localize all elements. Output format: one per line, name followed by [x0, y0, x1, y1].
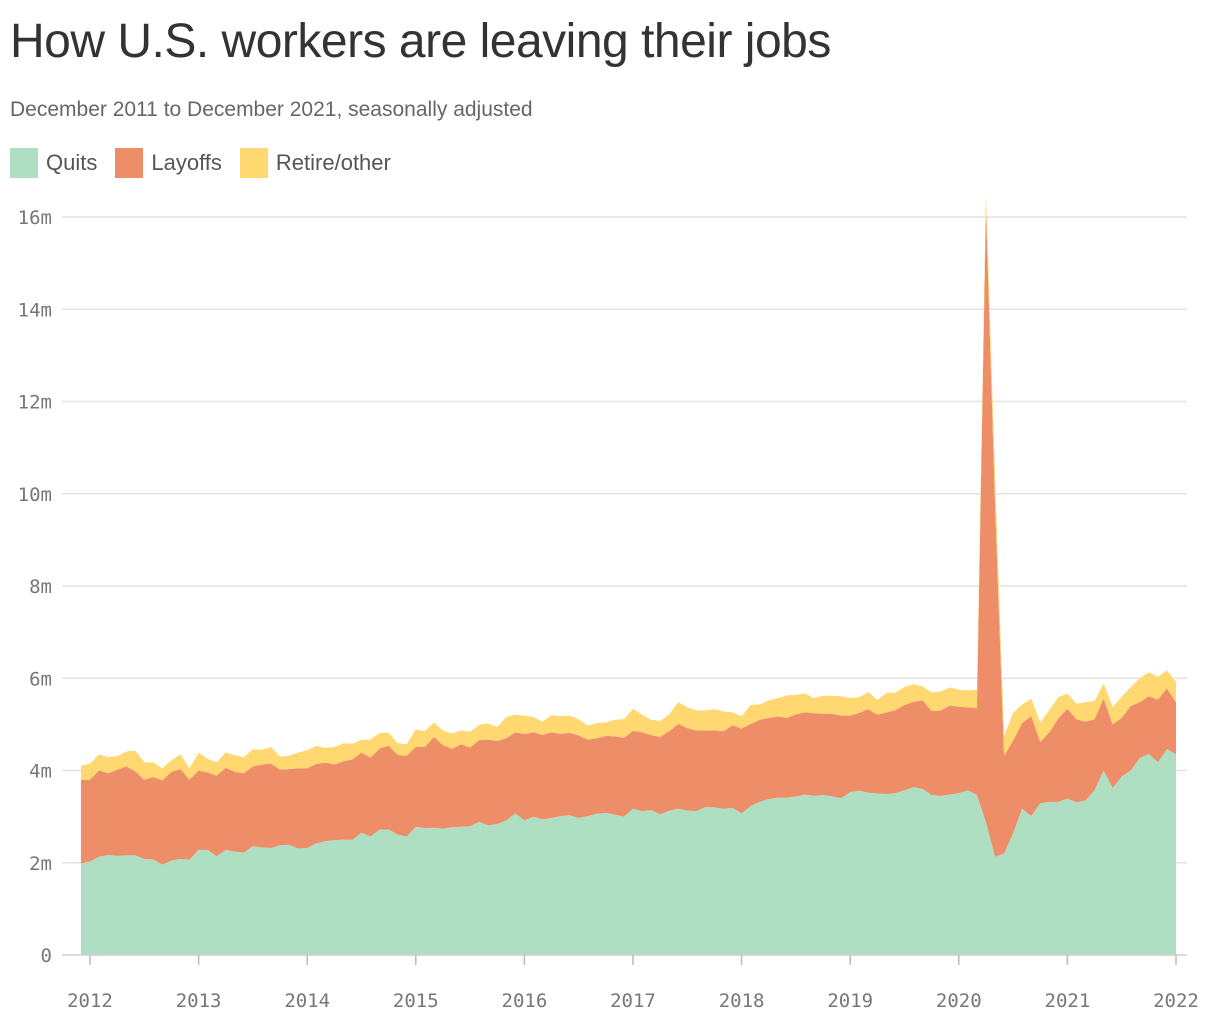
chart-legend: Quits Layoffs Retire/other [10, 148, 409, 178]
legend-item-layoffs: Layoffs [115, 148, 222, 178]
x-tick-label-2017: 2017 [610, 990, 656, 1012]
chart-title: How U.S. workers are leaving their jobs [10, 15, 831, 68]
x-tick-label-2012: 2012 [67, 990, 113, 1012]
x-tick-label-2022: 2022 [1153, 990, 1199, 1012]
y-tick-label-16m: 16m [18, 207, 52, 229]
legend-swatch-retire-other [239, 148, 268, 178]
x-tick-label-2016: 2016 [502, 990, 548, 1012]
y-tick-label-12m: 12m [18, 392, 52, 414]
area-retire-other [80, 193, 1177, 781]
legend-label-quits: Quits [46, 150, 98, 175]
x-tick-label-2014: 2014 [284, 990, 330, 1012]
y-tick-label-2m: 2m [29, 853, 52, 875]
y-tick-label-0: 0 [41, 945, 52, 967]
legend-swatch-layoffs [115, 148, 144, 178]
legend-swatch-quits [10, 148, 38, 178]
x-tick-label-2018: 2018 [719, 990, 765, 1012]
y-tick-label-6m: 6m [29, 668, 52, 690]
area-layoffs [80, 207, 1177, 865]
legend-label-layoffs: Layoffs [151, 150, 222, 175]
legend-item-quits: Quits [10, 148, 97, 178]
y-tick-label-8m: 8m [29, 576, 52, 598]
x-tick-label-2021: 2021 [1045, 990, 1091, 1012]
area-quits [80, 748, 1177, 955]
y-tick-label-10m: 10m [18, 484, 52, 506]
x-tick-label-2013: 2013 [176, 990, 222, 1012]
x-tick-label-2015: 2015 [393, 990, 439, 1012]
legend-item-retire-other: Retire/other [239, 148, 391, 178]
x-tick-label-2019: 2019 [827, 990, 873, 1012]
x-tick-label-2020: 2020 [936, 990, 982, 1012]
y-tick-label-4m: 4m [29, 761, 52, 783]
chart-subtitle: December 2011 to December 2021, seasonal… [10, 98, 533, 121]
legend-label-retire-other: Retire/other [275, 150, 391, 175]
y-tick-label-14m: 14m [18, 299, 52, 321]
